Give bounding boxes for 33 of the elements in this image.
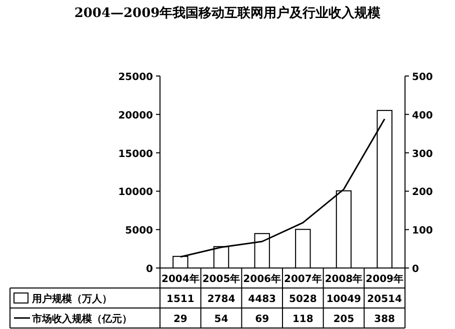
y2-tick-label: 300 xyxy=(412,148,433,160)
chart-title: 2004—2009年我国移动互联网用户及行业收入规模 xyxy=(74,5,381,21)
y-tick-label: 25000 xyxy=(118,72,154,83)
data-label: 388 xyxy=(374,314,396,325)
x-tick-label: 2009年 xyxy=(366,273,404,285)
x-tick-label: 2008年 xyxy=(324,273,363,285)
y-tick-label: 20000 xyxy=(118,110,154,122)
legend-label: 市场收入规模（亿元） xyxy=(31,313,132,325)
data-label: 118 xyxy=(292,314,314,325)
y-tick-label: 15000 xyxy=(118,148,154,160)
y2-tick-label: 400 xyxy=(412,110,433,122)
data-label: 1511 xyxy=(166,294,194,305)
y-tick-label: 0 xyxy=(146,264,154,275)
y2-tick-label: 200 xyxy=(412,187,433,198)
data-label: 2784 xyxy=(207,294,236,305)
y-tick-label: 10000 xyxy=(118,187,154,198)
y2-tick-label: 500 xyxy=(412,72,433,83)
x-tick-label: 2007年 xyxy=(284,273,322,285)
x-tick-label: 2004年 xyxy=(161,273,200,285)
data-label: 54 xyxy=(214,314,228,325)
x-tick-label: 2005年 xyxy=(202,273,240,285)
data-label: 29 xyxy=(173,314,188,325)
data-label: 4483 xyxy=(248,294,276,305)
data-label: 10049 xyxy=(326,294,362,305)
data-label: 20514 xyxy=(367,294,402,305)
y2-tick-label: 0 xyxy=(412,264,419,275)
data-label: 5028 xyxy=(288,294,317,305)
y-tick-label: 5000 xyxy=(125,226,154,237)
legend-label: 用户规模（万人） xyxy=(31,293,112,305)
y2-tick-label: 100 xyxy=(412,226,433,237)
x-tick-label: 2006年 xyxy=(243,273,282,285)
data-label: 69 xyxy=(255,314,270,325)
data-label: 205 xyxy=(333,314,354,325)
